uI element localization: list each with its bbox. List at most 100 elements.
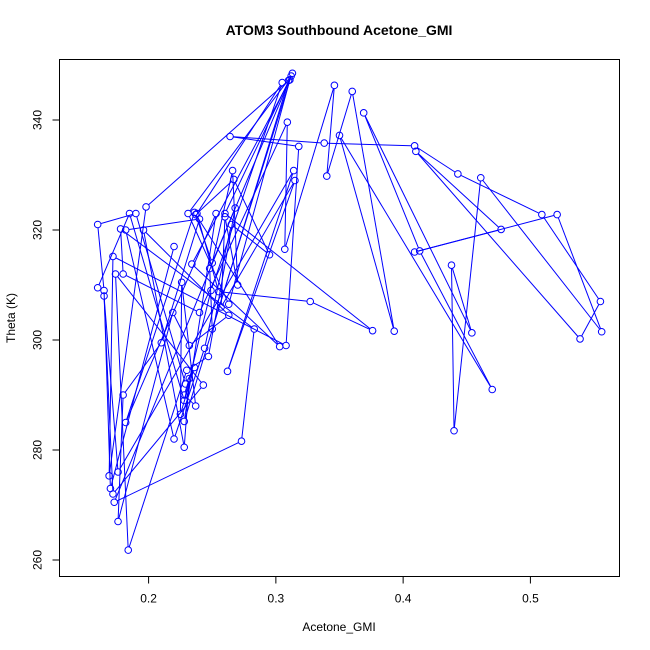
data-point <box>93 220 102 229</box>
series-segment <box>453 181 481 428</box>
data-point <box>168 308 177 317</box>
series-segment <box>184 216 217 419</box>
series-segment <box>581 304 600 337</box>
data-point <box>124 546 133 554</box>
data-point <box>233 281 242 289</box>
series-segment <box>285 149 300 343</box>
data-point <box>596 297 605 306</box>
series-segment <box>117 398 124 519</box>
series-segment <box>452 268 472 330</box>
series-segment <box>130 216 184 398</box>
data-point <box>180 391 189 399</box>
series-segment <box>125 233 174 436</box>
data-point <box>114 468 122 476</box>
data-point <box>282 341 290 350</box>
series-segment <box>451 268 455 428</box>
series-segment <box>186 397 194 404</box>
data-point <box>597 327 606 336</box>
series-segment <box>193 82 289 262</box>
series-segment <box>186 370 194 382</box>
data-point <box>348 87 357 96</box>
data-point <box>228 166 237 175</box>
series-segment <box>110 249 174 486</box>
series-segment <box>417 153 579 337</box>
series-segment <box>179 285 183 411</box>
data-point <box>330 81 339 90</box>
x-tick-label: 0.4 <box>395 592 412 606</box>
y-axis-label: Theta (K) <box>4 293 18 343</box>
data-point <box>204 352 213 361</box>
data-point <box>208 259 217 267</box>
series-segment <box>143 233 185 444</box>
data-point <box>224 300 233 309</box>
data-point <box>283 118 292 126</box>
series-segment <box>103 299 119 469</box>
data-point <box>231 204 239 212</box>
data-point <box>410 248 419 256</box>
data-point <box>280 245 289 254</box>
series-segment <box>128 373 187 547</box>
y-tick-label: 280 <box>31 440 45 460</box>
data-point <box>538 210 546 219</box>
data-point <box>223 367 232 376</box>
series-segment <box>222 291 307 302</box>
series-segment <box>183 381 190 444</box>
series-segment <box>115 211 235 500</box>
data-point <box>335 131 344 140</box>
data-point <box>488 385 497 394</box>
data-point <box>100 286 108 295</box>
data-point <box>195 308 204 317</box>
data-point <box>306 297 315 306</box>
data-point <box>250 325 259 333</box>
data-point <box>476 173 485 182</box>
data-point <box>468 329 476 337</box>
data-point <box>368 326 377 335</box>
data-point <box>224 311 233 320</box>
data-point <box>320 139 329 147</box>
series-segment <box>227 215 371 329</box>
data-point <box>410 142 419 150</box>
x-tick-label: 0.5 <box>522 592 539 606</box>
data-point <box>226 132 234 141</box>
series-segment <box>148 82 287 205</box>
series-segment <box>233 136 321 144</box>
data-point <box>200 344 209 353</box>
data-point <box>287 72 295 80</box>
series-segment <box>364 115 419 248</box>
data-point <box>390 327 399 336</box>
y-tick-label: 320 <box>31 220 45 240</box>
data-point <box>291 176 299 185</box>
data-point <box>199 381 208 389</box>
series-segment <box>339 138 394 328</box>
data-point <box>221 209 229 218</box>
series-segment <box>118 315 173 519</box>
data-point <box>110 498 119 507</box>
x-tick-label: 0.3 <box>268 592 285 606</box>
series-segment <box>212 173 233 260</box>
series-segment <box>233 226 268 253</box>
data-point <box>278 78 287 87</box>
series-segment <box>340 138 491 387</box>
series-segment <box>229 83 290 302</box>
series-segment <box>181 285 196 403</box>
series-segment <box>326 88 335 173</box>
series-segment <box>557 217 601 329</box>
series-segment <box>117 442 239 502</box>
series-segment <box>109 210 147 473</box>
series-segment <box>145 232 227 314</box>
data-point <box>497 225 505 234</box>
series-segment <box>180 370 194 412</box>
data-point <box>275 342 284 351</box>
data-point <box>116 225 125 233</box>
data-point <box>265 250 274 259</box>
series-points <box>93 69 606 554</box>
data-point <box>208 325 217 333</box>
series-segment <box>161 222 199 340</box>
data-point <box>188 260 196 268</box>
series-segment <box>417 215 554 252</box>
data-point <box>294 142 303 151</box>
data-point <box>105 472 113 480</box>
data-point <box>217 303 225 311</box>
data-point <box>212 209 220 218</box>
